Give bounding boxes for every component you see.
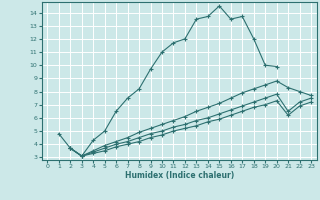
X-axis label: Humidex (Indice chaleur): Humidex (Indice chaleur) xyxy=(124,171,234,180)
